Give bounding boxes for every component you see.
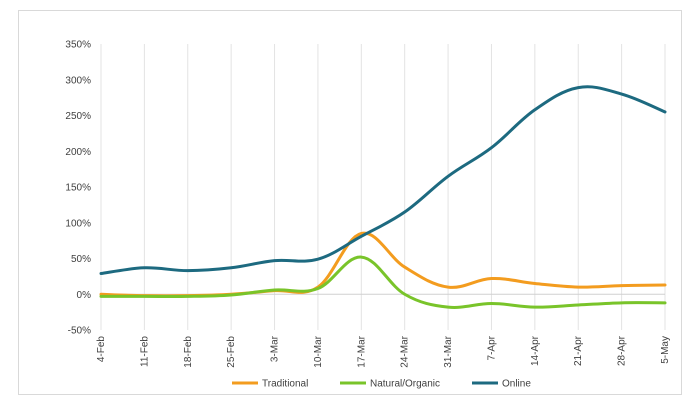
legend-label-traditional: Traditional: [262, 379, 308, 390]
series-lines: [99, 85, 667, 309]
x-tick-label: 17-Mar: [356, 335, 367, 367]
x-tick-label: 31-Mar: [443, 335, 454, 367]
series-line-online: [99, 85, 667, 276]
x-tick-label: 10-Mar: [313, 335, 324, 367]
legend-label-natural-organic: Natural/Organic: [370, 379, 440, 390]
y-axis-ticks: 350% 300% 250% 200% 150% 100% 50% 0% -50%: [65, 40, 91, 337]
grid-lines: [100, 44, 666, 330]
y-tick-label: -50%: [68, 326, 91, 337]
x-tick-label: 18-Feb: [183, 336, 194, 368]
y-tick-label: 200%: [65, 147, 91, 158]
x-tick-label: 28-Apr: [617, 335, 628, 366]
x-axis-ticks: 4-Feb 11-Feb 18-Feb 25-Feb 3-Mar 10-Mar 17-Mar…: [96, 335, 671, 367]
legend-label-online: Online: [502, 379, 531, 390]
legend: Traditional Natural/Organic Online: [232, 379, 531, 390]
series-line-traditional: [99, 231, 667, 298]
x-tick-label: 25-Feb: [226, 336, 237, 368]
x-tick-label: 11-Feb: [139, 336, 150, 367]
x-tick-label: 5-May: [660, 336, 671, 364]
y-tick-label: 150%: [65, 183, 91, 194]
x-tick-label: 4-Feb: [96, 336, 107, 363]
series-line-natural-organic: [99, 255, 667, 309]
y-tick-label: 300%: [65, 75, 91, 86]
x-tick-label: 14-Apr: [530, 335, 541, 366]
y-tick-label: 0%: [77, 290, 92, 301]
x-tick-label: 24-Mar: [400, 335, 411, 367]
x-tick-label: 7-Apr: [486, 335, 497, 360]
x-tick-label: 21-Apr: [573, 335, 584, 366]
y-tick-label: 100%: [65, 218, 91, 229]
x-tick-label: 3-Mar: [270, 335, 281, 362]
y-tick-label: 50%: [71, 254, 91, 265]
y-tick-label: 350%: [65, 40, 91, 51]
y-tick-label: 250%: [65, 111, 91, 122]
chart-frame: [18, 10, 682, 395]
